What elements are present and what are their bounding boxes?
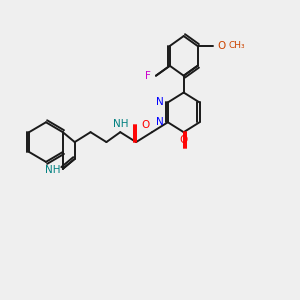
Text: N: N [156, 117, 164, 127]
Text: N: N [156, 98, 164, 107]
Text: NH: NH [112, 119, 128, 129]
Text: NH: NH [45, 165, 61, 175]
Text: O: O [141, 120, 149, 130]
Text: O: O [217, 41, 226, 51]
Text: CH₃: CH₃ [228, 41, 245, 50]
Text: O: O [180, 135, 188, 145]
Text: F: F [145, 71, 151, 81]
